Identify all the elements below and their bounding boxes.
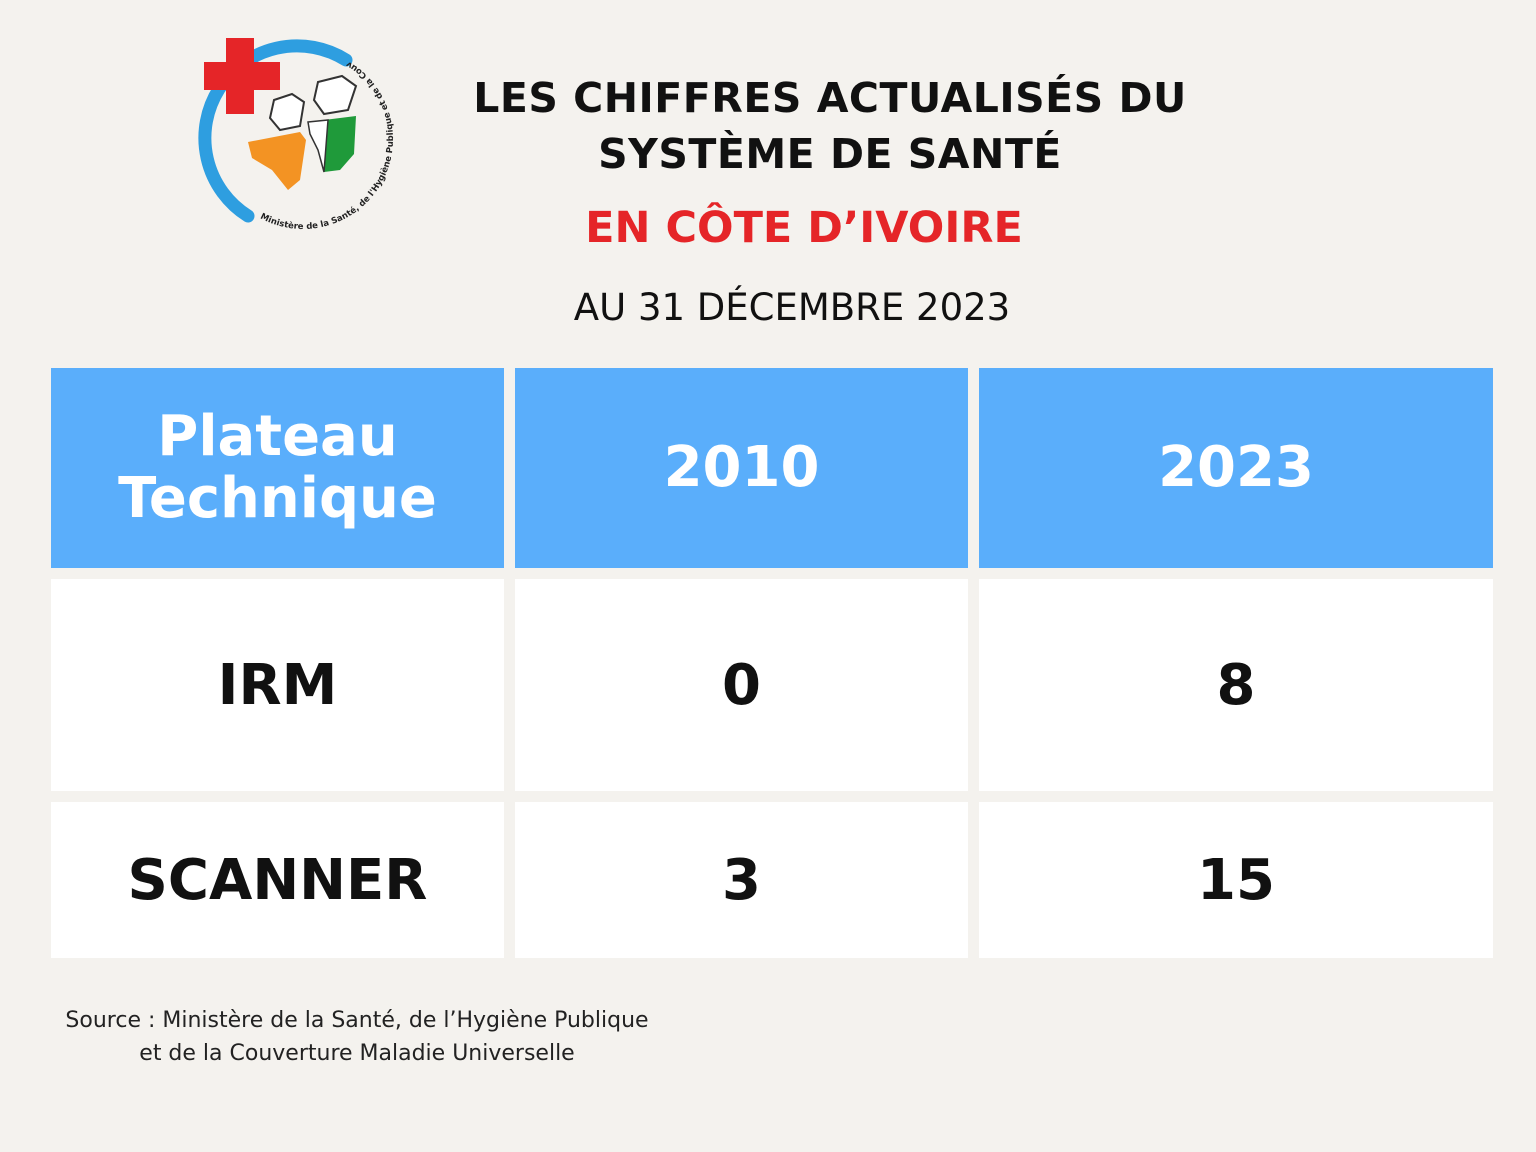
title-block: LES CHIFFRES ACTUALISÉS DU SYSTÈME DE SA… [380, 70, 1280, 254]
column-header-2010: 2010 [515, 368, 968, 568]
cell-scanner-2010: 3 [515, 802, 968, 958]
column-header-plateau: Plateau Technique [51, 368, 504, 568]
source-note: Source : Ministère de la Santé, de l’Hyg… [40, 1004, 674, 1070]
cell-scanner-2023: 15 [979, 802, 1493, 958]
map-outline-white [268, 92, 306, 132]
source-line-2: et de la Couverture Maladie Universelle [139, 1041, 575, 1066]
cell-irm-2010: 0 [515, 579, 968, 791]
table-row: IRM 0 8 [51, 579, 1493, 791]
source-line-1: Source : Ministère de la Santé, de l’Hyg… [65, 1008, 649, 1033]
column-header-2023: 2023 [979, 368, 1493, 568]
map-outline-white-2 [312, 74, 358, 116]
table-header-row: Plateau Technique 2010 2023 [51, 368, 1493, 568]
map-orange [248, 132, 306, 190]
row-label-scanner: SCANNER [51, 802, 504, 958]
page-title-line1: LES CHIFFRES ACTUALISÉS DU [473, 74, 1187, 122]
date-line: AU 31 DÉCEMBRE 2023 [573, 286, 1011, 329]
row-label-irm: IRM [51, 579, 504, 791]
red-cross-icon [204, 38, 280, 114]
page-subtitle: EN CÔTE D’IVOIRE [585, 203, 1023, 253]
data-table: Plateau Technique 2010 2023 IRM 0 8 SCAN… [51, 368, 1493, 969]
ministry-logo: Ministère de la Santé, de l'Hygiène Publ… [192, 23, 416, 240]
table-row: SCANNER 3 15 [51, 802, 1493, 958]
cell-irm-2023: 8 [979, 579, 1493, 791]
page-title-line2: SYSTÈME DE SANTÉ [598, 130, 1062, 178]
